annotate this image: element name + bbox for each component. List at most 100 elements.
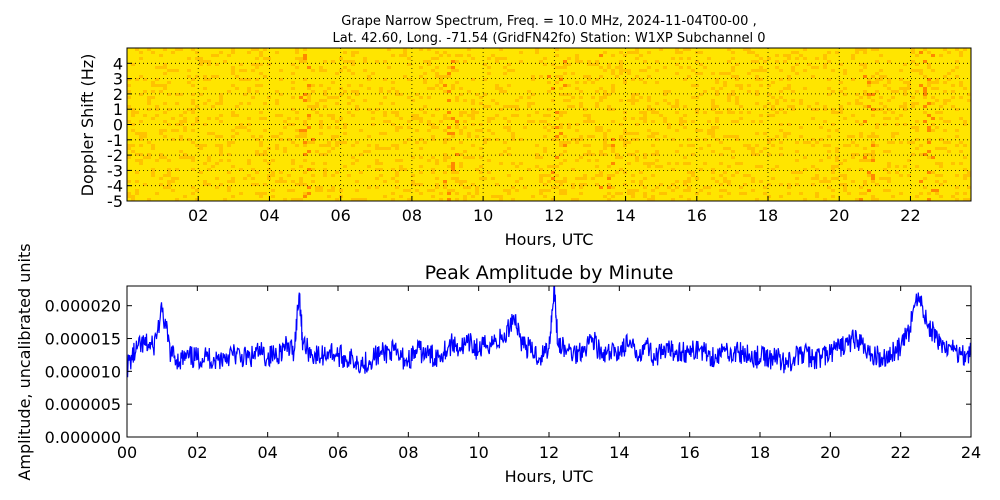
spectrogram-cell	[427, 96, 431, 99]
spectrogram-cell	[187, 75, 191, 78]
spectrogram-cell	[299, 183, 303, 186]
spectrogram-cell	[159, 84, 163, 87]
spectrogram-cell	[283, 150, 287, 153]
spectrogram-cell	[951, 195, 955, 198]
spectrogram-cell	[135, 180, 139, 183]
spectrogram-cell	[635, 189, 639, 192]
spectrogram-cell	[563, 84, 567, 87]
spectrogram-cell	[947, 120, 951, 123]
spectrogram-cell	[835, 51, 839, 54]
spectrogram-cell	[651, 132, 655, 135]
spectrogram-cell	[275, 135, 279, 138]
spectrogram-cell	[255, 48, 259, 51]
spectrogram-cell	[927, 63, 931, 66]
spectrogram-cell	[727, 147, 731, 150]
spectrogram-cell	[583, 177, 587, 180]
spectrogram-cell	[519, 162, 523, 165]
spectrogram-cell	[831, 171, 835, 174]
spectrogram-cell	[179, 135, 183, 138]
spectrogram-cell	[959, 84, 963, 87]
spectrogram-cell	[691, 153, 695, 156]
spectrogram-cell	[407, 57, 411, 60]
spectrogram-cell	[263, 117, 267, 120]
spectrogram-cell	[779, 183, 783, 186]
spectrogram-cell	[955, 174, 959, 177]
spectrogram-cell	[195, 105, 199, 108]
spectrogram-cell	[859, 192, 863, 195]
spectrogram-cell	[595, 183, 599, 186]
spectrogram-cell	[183, 120, 187, 123]
spectrogram-cell	[943, 141, 947, 144]
spectrogram-cell	[127, 192, 131, 195]
spectrogram-cell	[267, 177, 271, 180]
spectrogram-cell	[131, 108, 135, 111]
spectrogram-cell	[143, 78, 147, 81]
spectrogram-cell	[195, 144, 199, 147]
spectrogram-cell	[611, 54, 615, 57]
spectrogram-cell	[319, 186, 323, 189]
spectrogram-cell	[475, 168, 479, 171]
spectrogram-cell	[127, 96, 131, 99]
spectrogram-cell	[455, 96, 459, 99]
spectrogram-cell	[539, 189, 543, 192]
spectrogram-cell	[291, 141, 295, 144]
spectrogram-cell	[579, 183, 583, 186]
spectrogram-cell	[255, 192, 259, 195]
spectrogram-cell	[299, 60, 303, 63]
spectrogram-cell	[915, 147, 919, 150]
spectrogram-cell	[383, 120, 387, 123]
spectrogram-cell	[295, 198, 299, 201]
spectrogram-cell	[639, 78, 643, 81]
spectrogram-cell	[487, 159, 491, 162]
spectrogram-cell	[587, 60, 591, 63]
spectrogram-x-tick-label: 12	[544, 206, 564, 225]
spectrogram-cell	[419, 192, 423, 195]
spectrogram-cell	[255, 63, 259, 66]
spectrogram-cell	[163, 129, 167, 132]
spectrogram-cell	[371, 123, 375, 126]
spectrogram-cell	[443, 141, 447, 144]
spectrogram-cell	[311, 180, 315, 183]
spectrogram-cell	[827, 93, 831, 96]
spectrogram-cell	[579, 105, 583, 108]
spectrogram-cell	[307, 186, 311, 189]
spectrogram-cell	[551, 165, 555, 168]
spectrogram-cell	[847, 168, 851, 171]
spectrogram-cell	[811, 108, 815, 111]
spectrogram-cell	[887, 180, 891, 183]
spectrogram-cell	[147, 141, 151, 144]
spectrogram-cell	[747, 147, 751, 150]
spectrogram-cell	[815, 66, 819, 69]
spectrogram-cell	[631, 180, 635, 183]
spectrogram-cell	[479, 156, 483, 159]
spectrogram-cell	[143, 183, 147, 186]
spectrogram-cell	[607, 177, 611, 180]
spectrogram-cell	[267, 174, 271, 177]
spectrogram-cell	[167, 93, 171, 96]
spectrogram-cell	[395, 129, 399, 132]
spectrogram-cell	[307, 192, 311, 195]
spectrogram-cell	[931, 96, 935, 99]
spectrogram-cell	[739, 117, 743, 120]
spectrogram-cell	[171, 189, 175, 192]
spectrogram-cell	[395, 126, 399, 129]
spectrogram-cell	[311, 108, 315, 111]
spectrogram-cell	[443, 156, 447, 159]
spectrogram-cell	[695, 177, 699, 180]
spectrogram-cell	[871, 195, 875, 198]
spectrogram-cell	[707, 132, 711, 135]
spectrogram-cell	[623, 81, 627, 84]
spectrogram-cell	[755, 165, 759, 168]
spectrogram-cell	[279, 171, 283, 174]
spectrogram-cell	[187, 108, 191, 111]
spectrogram-cell	[131, 129, 135, 132]
spectrogram-cell	[719, 87, 723, 90]
spectrogram-cell	[747, 72, 751, 75]
spectrogram-cell	[603, 138, 607, 141]
spectrogram-cell	[943, 147, 947, 150]
spectrogram-cell	[695, 108, 699, 111]
spectrogram-cell	[955, 60, 959, 63]
spectrogram-cell	[415, 141, 419, 144]
spectrogram-cell	[791, 51, 795, 54]
spectrogram-cell	[451, 135, 455, 138]
